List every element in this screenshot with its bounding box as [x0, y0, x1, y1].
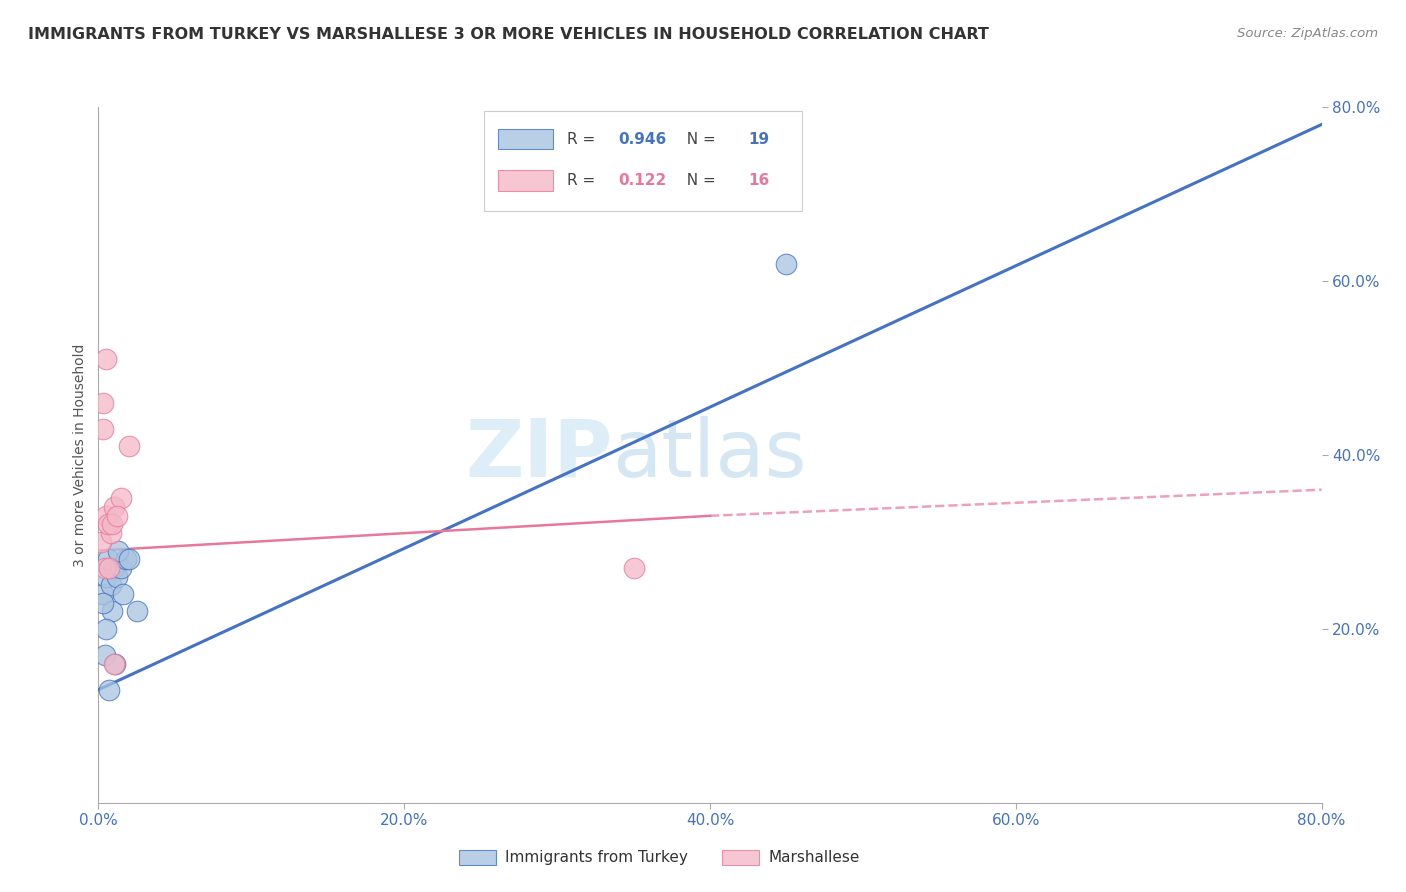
- Point: [93, 561, 115, 575]
- Y-axis label: 3 or more Vehicles in Household: 3 or more Vehicles in Household: [73, 343, 87, 566]
- Point: [118, 552, 141, 566]
- Point: [94, 622, 117, 636]
- Point: [100, 578, 122, 592]
- Text: 19: 19: [748, 131, 769, 146]
- Point: [91, 596, 114, 610]
- Text: R =: R =: [567, 173, 605, 188]
- Text: ZIP: ZIP: [465, 416, 612, 494]
- Point: [94, 570, 117, 584]
- Point: [90, 534, 112, 549]
- Point: [125, 605, 148, 619]
- Text: 0.946: 0.946: [619, 131, 666, 146]
- Point: [623, 561, 645, 575]
- Point: [94, 508, 117, 523]
- Point: [110, 561, 132, 575]
- Text: IMMIGRANTS FROM TURKEY VS MARSHALLESE 3 OR MORE VEHICLES IN HOUSEHOLD CORRELATIO: IMMIGRANTS FROM TURKEY VS MARSHALLESE 3 …: [28, 27, 988, 42]
- Point: [101, 605, 124, 619]
- Point: [103, 657, 125, 671]
- Point: [98, 561, 121, 575]
- FancyBboxPatch shape: [460, 850, 496, 865]
- Point: [100, 526, 122, 541]
- Text: R =: R =: [567, 131, 600, 146]
- Point: [94, 352, 117, 367]
- Point: [91, 395, 114, 409]
- Text: N =: N =: [678, 173, 721, 188]
- Point: [775, 256, 797, 270]
- Point: [110, 491, 132, 506]
- Text: atlas: atlas: [612, 416, 807, 494]
- Point: [91, 587, 114, 601]
- Point: [93, 648, 115, 662]
- FancyBboxPatch shape: [723, 850, 759, 865]
- Text: Marshallese: Marshallese: [769, 850, 860, 865]
- Point: [105, 570, 128, 584]
- Point: [111, 587, 134, 601]
- Point: [104, 657, 127, 671]
- Point: [91, 422, 114, 436]
- Point: [105, 508, 128, 523]
- Text: Immigrants from Turkey: Immigrants from Turkey: [505, 850, 688, 865]
- Point: [98, 682, 121, 697]
- Point: [118, 439, 141, 453]
- Text: 0.122: 0.122: [619, 173, 666, 188]
- FancyBboxPatch shape: [498, 170, 554, 191]
- Text: Source: ZipAtlas.com: Source: ZipAtlas.com: [1237, 27, 1378, 40]
- Point: [103, 561, 125, 575]
- FancyBboxPatch shape: [484, 111, 801, 211]
- Point: [97, 552, 120, 566]
- Point: [103, 500, 125, 514]
- Point: [101, 517, 124, 532]
- FancyBboxPatch shape: [498, 128, 554, 150]
- Text: N =: N =: [678, 131, 721, 146]
- Text: 16: 16: [748, 173, 769, 188]
- Point: [97, 517, 120, 532]
- Point: [115, 552, 138, 566]
- Point: [107, 543, 129, 558]
